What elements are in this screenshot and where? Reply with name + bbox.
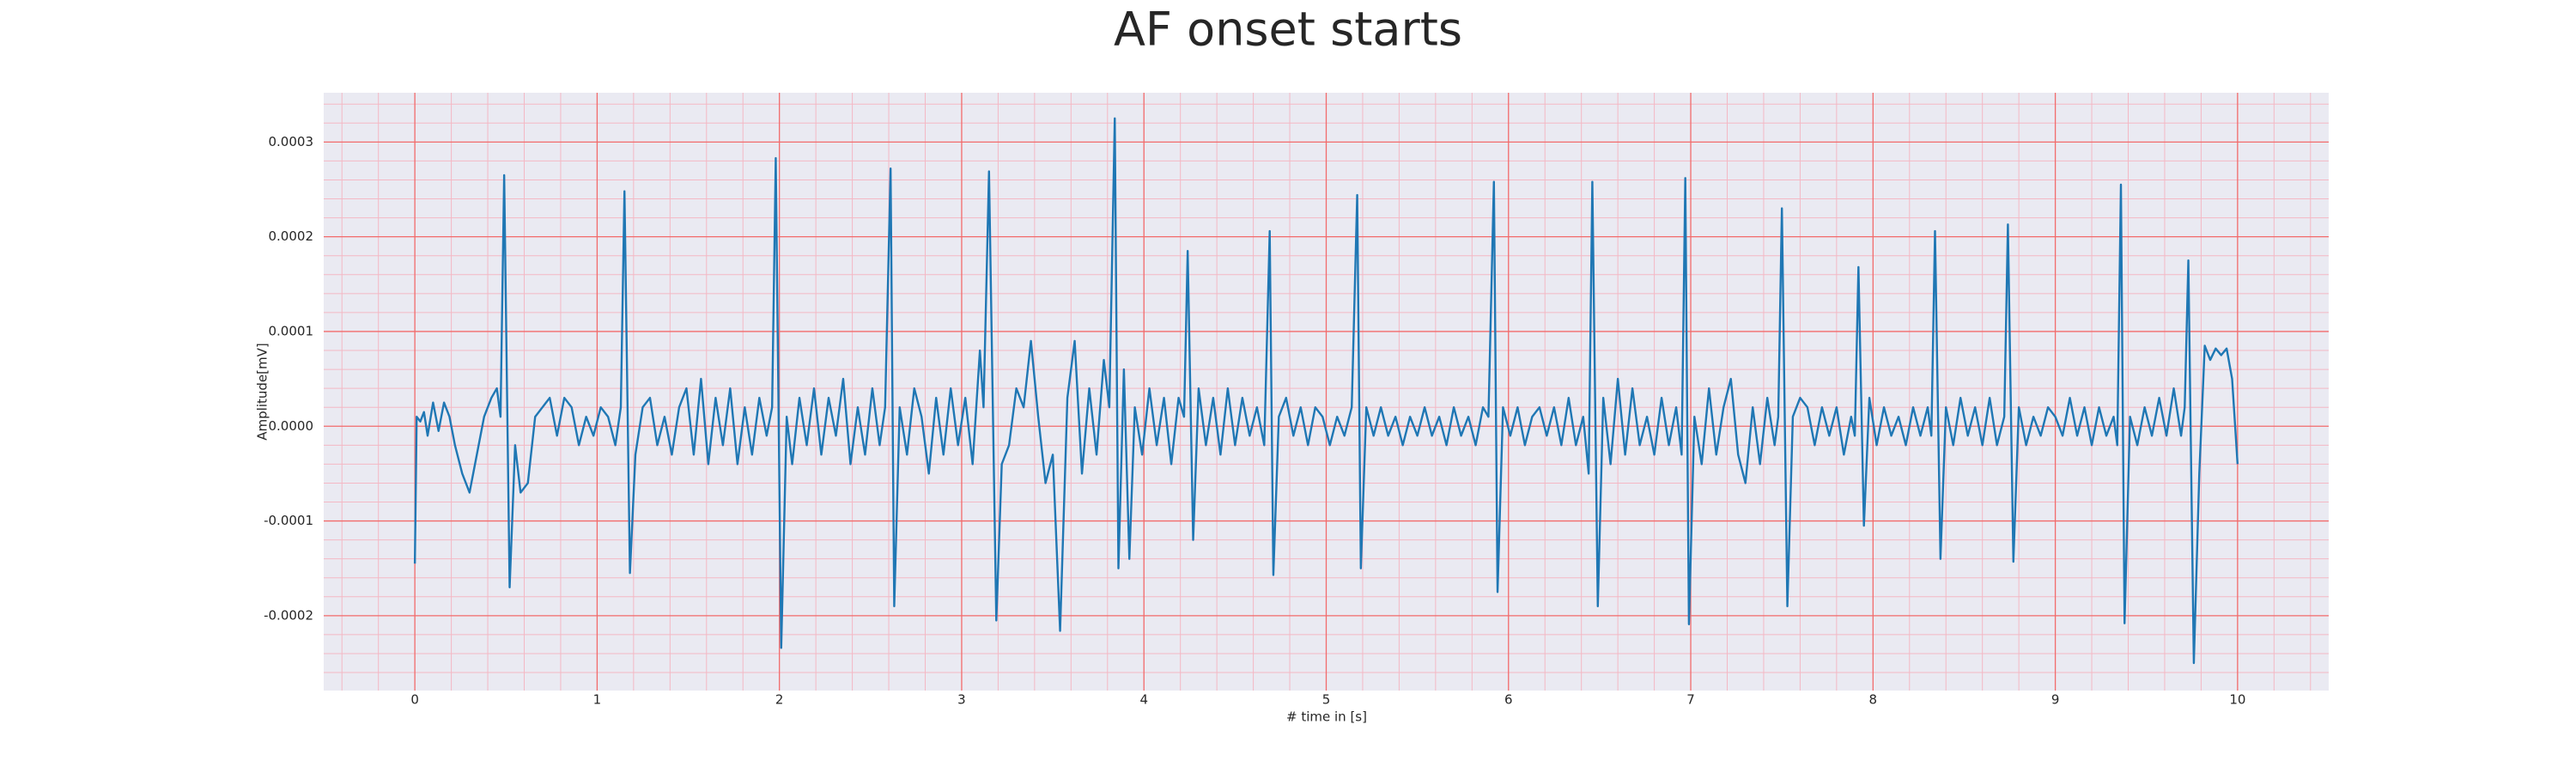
y-tick-label: -0.0002 xyxy=(264,607,313,623)
chart-title: AF onset starts xyxy=(1114,3,1462,57)
x-tick-label: 3 xyxy=(957,692,966,708)
grid xyxy=(324,93,2329,691)
y-tick-label: 0.0002 xyxy=(269,228,314,244)
x-tick-label: 1 xyxy=(593,692,602,708)
x-tick-label: 4 xyxy=(1139,692,1148,708)
y-axis-label: Amplitude[mV] xyxy=(255,343,270,440)
x-tick-label: 2 xyxy=(775,692,784,708)
x-tick-label: 10 xyxy=(2229,692,2245,708)
y-tick-label: 0.0000 xyxy=(269,418,314,434)
signal-line xyxy=(413,117,2239,665)
x-tick-label: 9 xyxy=(2051,692,2060,708)
x-tick-label: 0 xyxy=(410,692,419,708)
x-axis-label: # time in [s] xyxy=(1286,709,1367,725)
y-tick-label: 0.0001 xyxy=(269,323,314,338)
y-tick-label: -0.0001 xyxy=(264,513,313,528)
marks xyxy=(413,117,2239,665)
x-tick-label: 8 xyxy=(1869,692,1878,708)
x-tick-label: 6 xyxy=(1504,692,1513,708)
x-tick-label: 7 xyxy=(1686,692,1695,708)
x-tick-label: 5 xyxy=(1322,692,1331,708)
y-tick-label: 0.0003 xyxy=(269,134,314,149)
